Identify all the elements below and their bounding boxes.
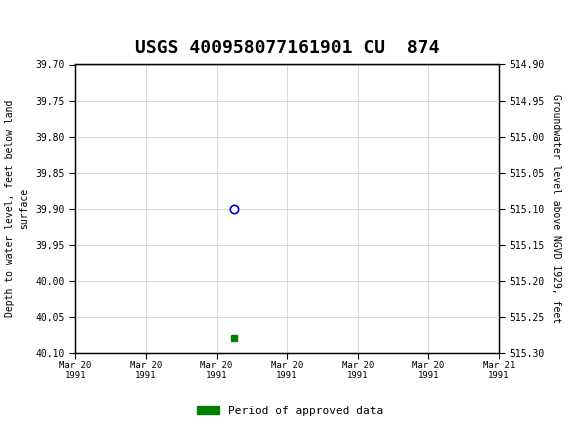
Y-axis label: Depth to water level, feet below land
surface: Depth to water level, feet below land su… — [5, 100, 28, 317]
Y-axis label: Groundwater level above NGVD 1929, feet: Groundwater level above NGVD 1929, feet — [552, 94, 561, 323]
Legend: Period of approved data: Period of approved data — [193, 401, 387, 420]
Title: USGS 400958077161901 CU  874: USGS 400958077161901 CU 874 — [135, 40, 440, 57]
Text: ≡USGS: ≡USGS — [3, 12, 70, 33]
